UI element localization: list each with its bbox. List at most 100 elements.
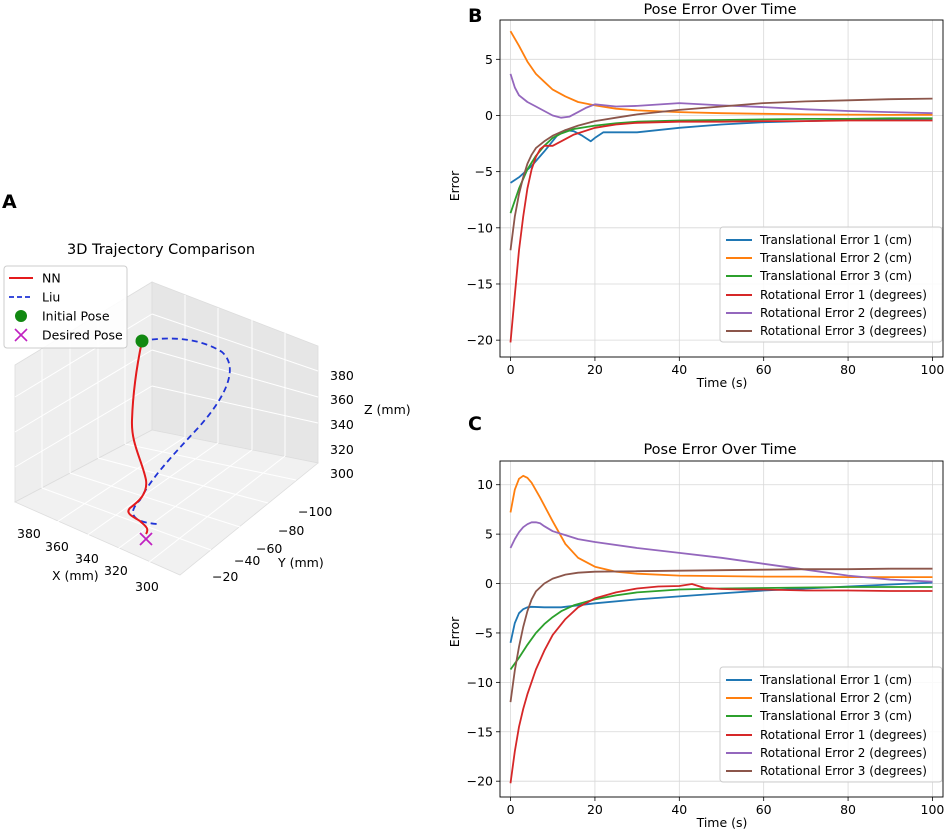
series-line-rot1	[509, 583, 933, 784]
series-line-rot2	[509, 521, 933, 583]
x-tick-label: 20	[587, 802, 603, 817]
series-line-trans3	[509, 117, 933, 214]
panel-b-xlabel: Time (s)	[696, 375, 748, 390]
x-tick-label: 0	[507, 802, 515, 817]
z-tick: 300	[330, 466, 354, 481]
series-line-trans3	[509, 586, 933, 671]
y-tick: −80	[278, 523, 304, 538]
pane-grid-line	[97, 457, 269, 504]
panel-a-z-ticks: 380 360 340 320 300	[330, 368, 354, 481]
series-line-rot3	[509, 97, 933, 251]
y-tick: −40	[234, 553, 260, 568]
panel-c-chart: C Pose Error Over Time 0 20 40 60 80 100−20−1…	[447, 413, 944, 830]
pane-grid-line	[151, 313, 319, 372]
legend-label-trans3: Translational Error 3 (cm)	[759, 709, 912, 723]
x-tick-label: 60	[756, 802, 772, 817]
x-tick-label: 60	[756, 362, 772, 377]
y-tick: −60	[256, 541, 282, 556]
legend-label-rot1: Rotational Error 1 (degrees)	[760, 728, 927, 742]
nn-trajectory	[127, 340, 149, 535]
y-tick-label: −10	[467, 675, 493, 690]
pane-grid-line	[47, 436, 186, 529]
series-line-rot3	[509, 567, 933, 703]
legend-label-nn: NN	[42, 271, 61, 286]
panel-b-legend: Translational Error 1 (cm) Translational…	[719, 226, 943, 343]
series-line-trans2	[509, 474, 933, 578]
legend-label-trans1: Translational Error 1 (cm)	[759, 233, 912, 247]
z-tick: 340	[330, 417, 354, 432]
panel-a-xlabel: X (mm)	[52, 568, 99, 583]
legend-desired-stroke	[14, 328, 28, 342]
y-tick-label: 5	[485, 52, 493, 67]
series-line-rot2	[509, 73, 933, 119]
x-tick: 320	[104, 563, 128, 578]
z-tick: 320	[330, 442, 354, 457]
panel-a-3d-chart: A 3D Trajectory Comparison	[2, 191, 411, 594]
legend-label-rot1: Rotational Error 1 (degrees)	[760, 288, 927, 302]
pane-grid-line	[151, 349, 319, 398]
legend-label-rot3: Rotational Error 3 (degrees)	[760, 324, 927, 338]
x-tick-label: 20	[587, 362, 603, 377]
plot-frame	[499, 19, 944, 358]
panel-c-ylabel: Error	[447, 616, 462, 647]
y-tick-label: −5	[475, 625, 493, 640]
panel-a-title: 3D Trajectory Comparison	[67, 242, 255, 258]
pane-grid-line	[14, 385, 153, 468]
y-tick-label: −5	[475, 164, 493, 179]
pane-grid-line	[114, 449, 253, 552]
y-tick-label: −20	[467, 333, 493, 348]
x-tick-label: 80	[840, 802, 856, 817]
pane-grid-line	[124, 443, 297, 481]
y-tick-label: −10	[467, 220, 493, 235]
x-tick-label: 100	[921, 362, 945, 377]
pane-grid-line	[41, 487, 212, 551]
legend-label-rot2: Rotational Error 2 (degrees)	[760, 746, 927, 760]
pane-grid-line	[14, 313, 153, 398]
floor-pane	[14, 429, 319, 576]
z-tick: 360	[330, 392, 354, 407]
y-tick-label: −20	[467, 774, 493, 789]
legend-label-trans1: Translational Error 1 (cm)	[759, 673, 912, 687]
panel-a-x-ticks: 380 360 340 320 300	[17, 526, 159, 594]
x-tick-label: 40	[671, 362, 687, 377]
y-tick-label: 10	[477, 477, 493, 492]
x-tick-label: 80	[840, 362, 856, 377]
legend-label-trans3: Translational Error 3 (cm)	[759, 269, 912, 283]
pane-grid-line	[147, 455, 286, 564]
legend-box	[719, 666, 943, 783]
x-tick-label: 100	[921, 802, 945, 817]
z-tick: 380	[330, 368, 354, 383]
legend-label-trans2: Translational Error 2 (cm)	[759, 251, 912, 265]
y-tick-label: −15	[467, 724, 493, 739]
panel-a-ylabel: Y (mm)	[277, 555, 324, 570]
x-tick: 360	[45, 539, 69, 554]
panel-c-letter: C	[468, 413, 482, 435]
legend-swatch-initial	[15, 310, 27, 322]
x-tick-label: 40	[671, 802, 687, 817]
panel-b-ylabel: Error	[447, 170, 462, 201]
legend-label-initial: Initial Pose	[42, 309, 110, 324]
panel-b-chart: B Pose Error Over Time 0 20 40 60 80 100 −20 −1…	[447, 2, 944, 390]
panel-a-letter: A	[2, 191, 17, 213]
legend-label-desired: Desired Pose	[42, 328, 123, 343]
x-tick-label: 0	[507, 362, 515, 377]
legend-label-rot2: Rotational Error 2 (degrees)	[760, 306, 927, 320]
legend-label-liu: Liu	[42, 290, 60, 305]
legend-box	[3, 265, 128, 349]
panel-a-legend: NN Liu Initial Pose Desired Pose	[3, 265, 128, 349]
legend-box	[719, 226, 943, 343]
panel-c-legend: Translational Error 1 (cm) Translational…	[719, 666, 943, 783]
y-tick-label: 5	[485, 527, 493, 542]
series-line-rot1	[509, 119, 933, 343]
panel-a-y-ticks: −100 −80 −60 −40 −20	[212, 504, 332, 584]
y-tick-label: 0	[485, 576, 493, 591]
pane-grid-line	[151, 385, 319, 424]
panel-c-title: Pose Error Over Time	[643, 442, 796, 458]
legend-swatch-desired	[14, 328, 28, 342]
pane-grid-line	[81, 442, 219, 540]
series-line-trans2	[509, 30, 933, 116]
panel-a-pane-grid	[14, 295, 319, 564]
legend-label-trans2: Translational Error 2 (cm)	[759, 691, 912, 705]
x-tick: 340	[75, 551, 99, 566]
